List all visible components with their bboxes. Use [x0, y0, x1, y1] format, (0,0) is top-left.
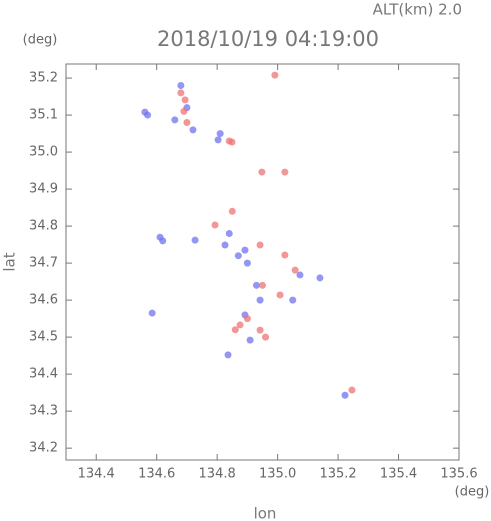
y-tick-label: 34.3 — [29, 404, 58, 419]
echo-point — [189, 126, 197, 134]
echo-point — [216, 130, 224, 138]
plot-frame — [65, 63, 460, 461]
echo-point — [262, 333, 270, 341]
x-tick-label: 134.4 — [78, 467, 115, 482]
y-tick-label: 34.9 — [29, 182, 58, 197]
y-tick-label: 34.2 — [29, 441, 58, 456]
echo-point — [211, 221, 219, 229]
y-tick-label: 35.2 — [29, 71, 58, 86]
echo-point — [191, 236, 199, 244]
x-tick-label: 135.2 — [319, 467, 356, 482]
echo-point — [289, 296, 297, 304]
echo-point — [225, 230, 233, 238]
echo-point — [183, 118, 191, 126]
echo-point — [181, 96, 189, 104]
echo-point — [341, 391, 349, 399]
echo-point — [148, 309, 156, 317]
echo-point — [221, 241, 229, 249]
y-tick-label: 34.7 — [29, 256, 58, 271]
echo-point — [159, 237, 167, 245]
x-axis-label: lon — [254, 505, 277, 521]
echo-point — [144, 111, 152, 119]
x-tick-label: 134.6 — [138, 467, 175, 482]
x-tick-label: 135.6 — [440, 467, 477, 482]
y-tick-label: 35.0 — [29, 145, 58, 160]
echo-point — [180, 107, 188, 115]
echo-point — [258, 168, 266, 176]
echo-point — [281, 168, 289, 176]
echo-point — [259, 281, 266, 289]
chart-title: 2018/10/19 04:19:00 — [157, 27, 379, 51]
echo-point — [252, 281, 260, 289]
y-unit: (deg) — [23, 33, 58, 48]
echo-point — [225, 137, 233, 145]
echo-point — [234, 252, 242, 260]
echo-point — [236, 321, 244, 329]
echo-point — [256, 241, 264, 249]
echo-point — [177, 81, 185, 89]
x-tick-label: 135.4 — [380, 467, 417, 482]
echo-point — [291, 266, 299, 274]
echo-point — [241, 246, 249, 254]
echo-point — [231, 326, 239, 334]
echo-point — [271, 71, 279, 79]
echo-point — [228, 207, 236, 215]
y-tick-label: 35.1 — [29, 108, 58, 123]
x-tick-label: 134.8 — [199, 467, 236, 482]
x-tick-label: 135.0 — [259, 467, 296, 482]
echo-point — [177, 89, 185, 97]
y-tick-label: 34.5 — [29, 330, 58, 345]
echo-point — [256, 326, 264, 334]
echo-point — [316, 274, 324, 282]
echo-point — [224, 351, 232, 359]
x-unit: (deg) — [455, 485, 490, 500]
y-tick-label: 34.8 — [29, 219, 58, 234]
echo-point — [243, 259, 251, 267]
echo-point — [256, 296, 264, 304]
y-tick-label: 34.6 — [29, 293, 58, 308]
echo-point — [276, 291, 284, 299]
echo-point — [171, 116, 179, 124]
echo-point — [281, 251, 289, 259]
echo-point — [243, 315, 251, 323]
echo-point — [348, 386, 356, 394]
echo-point — [246, 336, 254, 344]
y-tick-label: 34.4 — [29, 367, 58, 382]
echo-point — [296, 271, 304, 279]
chart-subtitle: ALT(km) 2.0 — [373, 1, 462, 19]
y-axis-label: lat — [1, 252, 19, 271]
echo-point — [214, 136, 222, 144]
